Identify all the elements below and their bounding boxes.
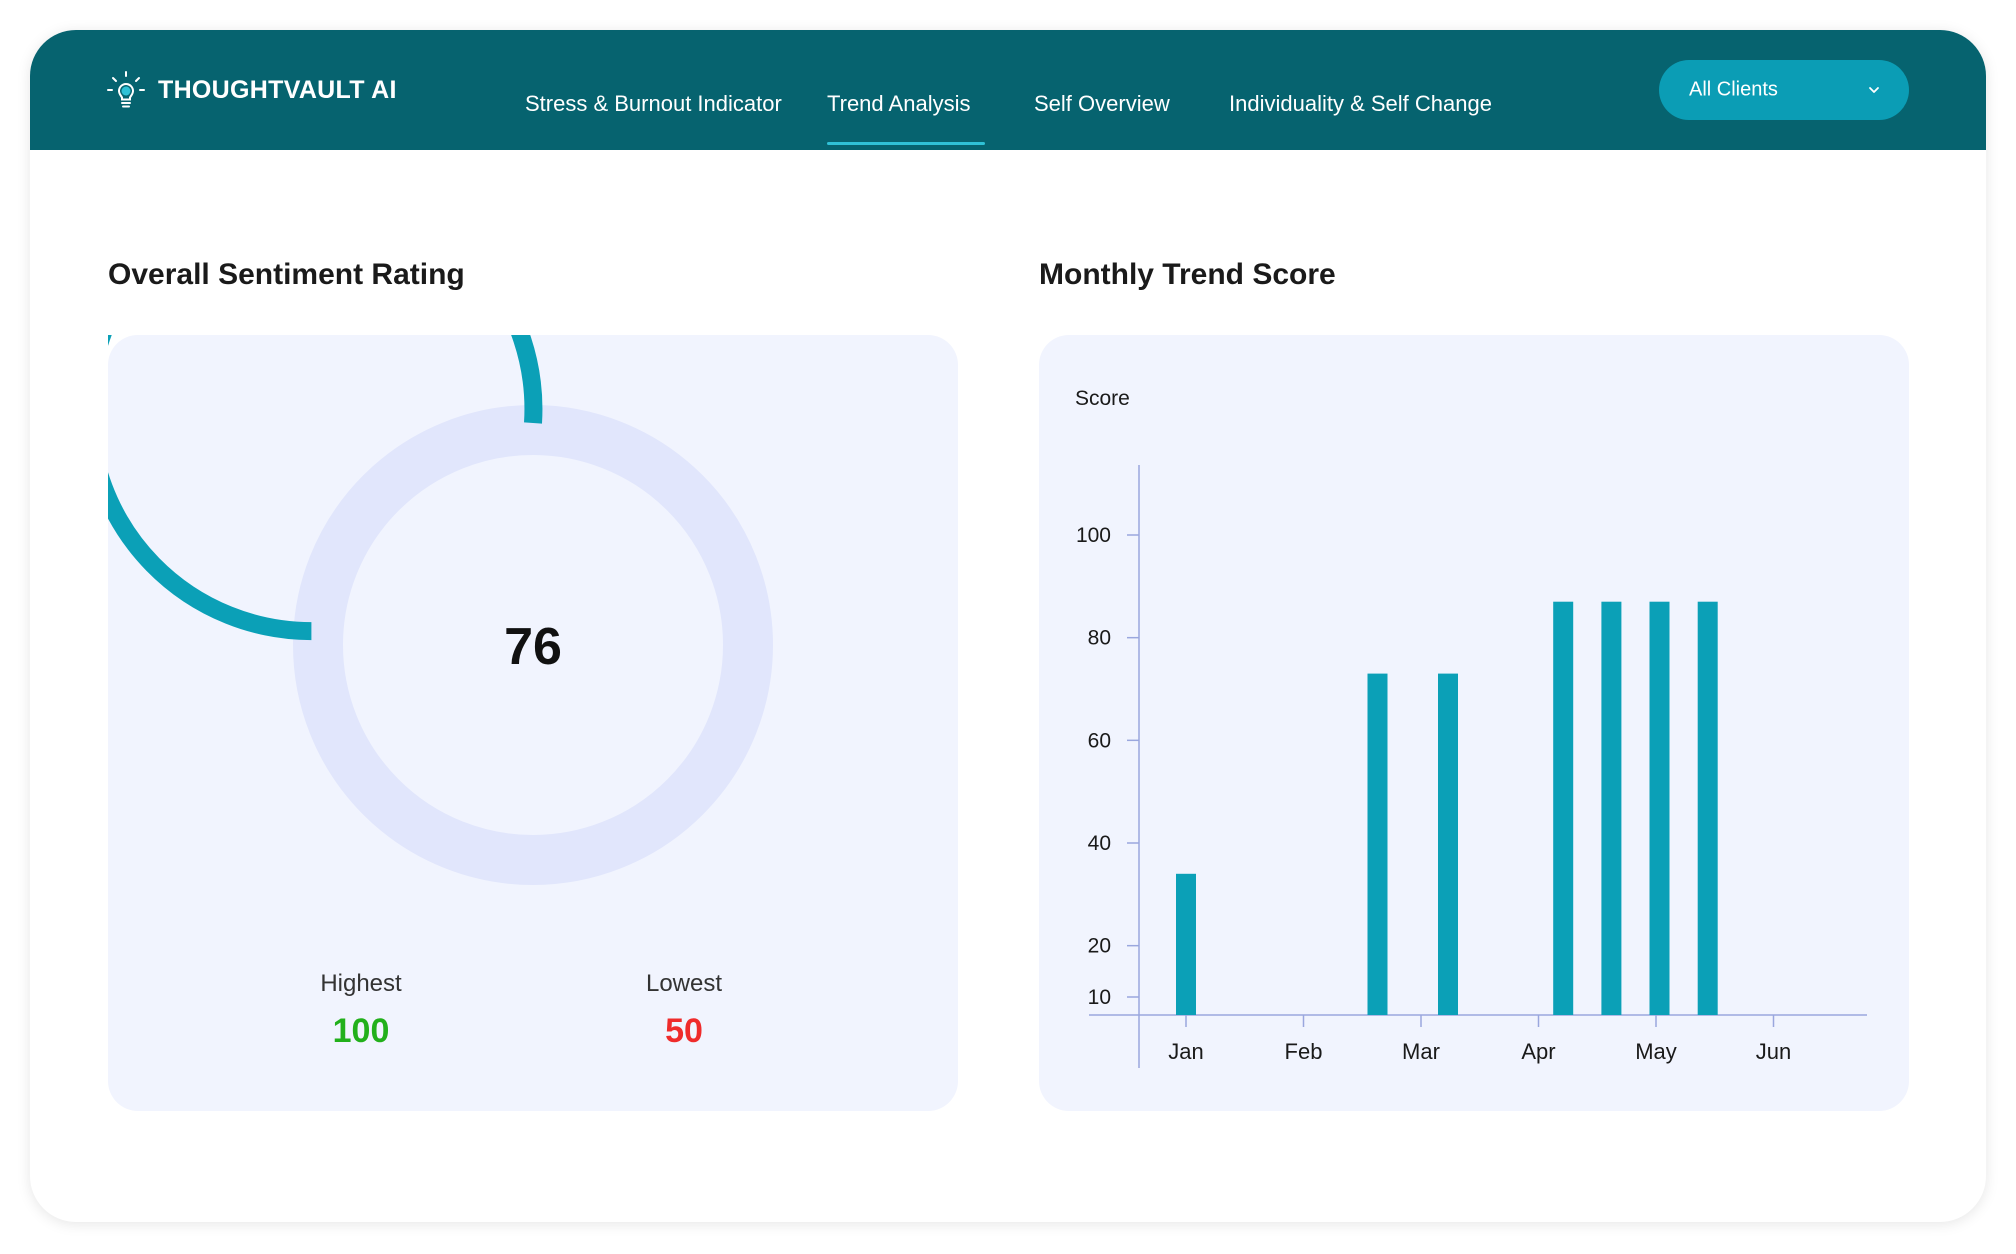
client-select[interactable]: All Clients — [1659, 60, 1909, 120]
nav-self-overview[interactable]: Self Overview — [1034, 91, 1170, 116]
bar — [1601, 601, 1622, 1015]
x-tick-label: Feb — [1285, 1039, 1323, 1064]
sentiment-title: Overall Sentiment Rating — [108, 258, 465, 291]
nav-individuality-self-change[interactable]: Individuality & Self Change — [1229, 91, 1492, 116]
y-tick-label: 10 — [1088, 986, 1111, 1009]
trend-title: Monthly Trend Score — [1039, 258, 1336, 291]
trend-bar-chart: 10 20 40 60 80 100 Jan Feb Mar Apr May Jun — [1076, 465, 1867, 1068]
active-tab-indicator — [827, 142, 985, 145]
x-tick-label: Jun — [1756, 1039, 1791, 1064]
bar — [1367, 673, 1388, 1015]
chevron-down-icon — [1869, 87, 1879, 93]
highest-label: Highest — [320, 970, 402, 997]
highest-value: 100 — [332, 1012, 390, 1050]
gauge-progress-arc — [108, 335, 543, 641]
bar — [1697, 601, 1718, 1015]
x-tick-label: Apr — [1521, 1039, 1555, 1064]
y-tick-label: 60 — [1088, 729, 1111, 752]
trend-card: Score 10 20 40 60 80 100 Jan Feb Mar Apr May Jun — [1039, 335, 1909, 1111]
brand-name: THOUGHTVAULT AI — [158, 75, 397, 104]
x-tick-label: Jan — [1168, 1039, 1203, 1064]
top-navbar: THOUGHTVAULT AI Stress & Burnout Indicat… — [30, 30, 1986, 150]
sentiment-gauge — [108, 335, 773, 885]
y-tick-label: 20 — [1088, 935, 1111, 958]
bar — [1649, 601, 1670, 1015]
lowest-value: 50 — [665, 1012, 703, 1050]
client-select-value: All Clients — [1689, 78, 1778, 101]
sentiment-card: 76 Highest 100 Lowest 50 — [108, 335, 958, 1111]
bar — [1176, 873, 1196, 1015]
bar — [1438, 673, 1458, 1015]
y-tick-label: 80 — [1088, 627, 1111, 650]
bar — [1553, 601, 1574, 1015]
x-tick-label: Mar — [1402, 1039, 1440, 1064]
nav-stress-burnout[interactable]: Stress & Burnout Indicator — [525, 91, 782, 116]
y-tick-label: 40 — [1088, 832, 1111, 855]
gauge-track — [293, 405, 773, 885]
lowest-label: Lowest — [645, 970, 723, 997]
lightbulb-icon — [107, 71, 145, 108]
chart-y-axis-label: Score — [1075, 387, 1130, 410]
y-tick-label: 100 — [1076, 524, 1111, 547]
app-window: THOUGHTVAULT AI Stress & Burnout Indicat… — [30, 30, 1986, 1222]
gauge-value: 76 — [504, 618, 562, 676]
brand-logo[interactable]: THOUGHTVAULT AI — [106, 70, 397, 110]
x-tick-label: May — [1635, 1039, 1677, 1064]
nav-trend-analysis[interactable]: Trend Analysis — [827, 91, 971, 116]
